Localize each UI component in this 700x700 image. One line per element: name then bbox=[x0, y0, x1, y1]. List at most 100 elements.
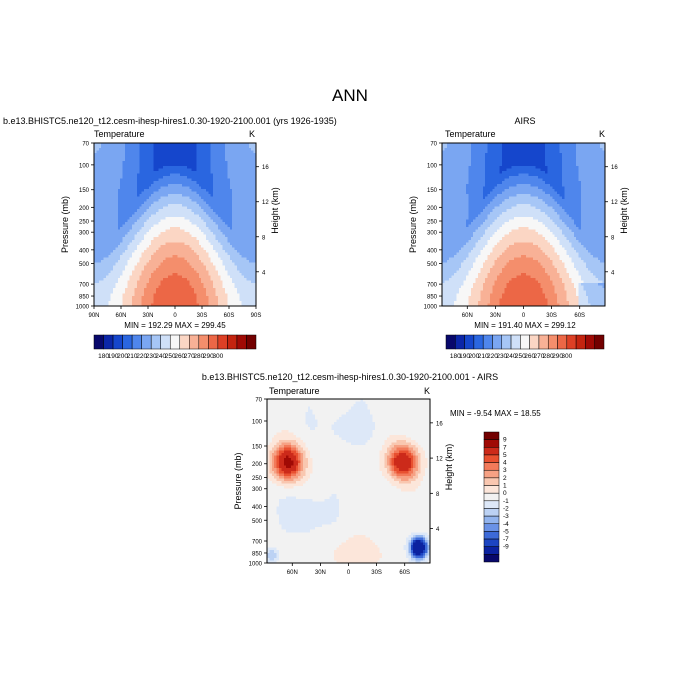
model-field-cell bbox=[253, 173, 257, 177]
model-field-cell bbox=[241, 204, 245, 208]
model-field-cell bbox=[203, 173, 207, 177]
panel-model-plot: 7010015020025030040050070085010001612849… bbox=[60, 142, 280, 320]
model-field-cell bbox=[103, 277, 107, 282]
model-field-cell bbox=[170, 150, 174, 154]
model-field-cell bbox=[115, 186, 119, 190]
model-field-cell bbox=[222, 191, 226, 195]
model-field-cell bbox=[217, 219, 221, 223]
model-field-cell bbox=[153, 275, 157, 279]
model-field-cell bbox=[189, 242, 193, 246]
obs-field-cell bbox=[518, 148, 522, 152]
model-field-cell bbox=[129, 168, 133, 172]
model-field-cell bbox=[248, 221, 252, 226]
model-field-cell bbox=[222, 206, 226, 210]
model-field-cell bbox=[210, 199, 214, 203]
model-field-cell bbox=[96, 260, 100, 264]
model-field-cell bbox=[151, 193, 155, 198]
model-field-cell bbox=[208, 216, 212, 221]
obs-field-cell bbox=[489, 155, 493, 159]
obs-field-cell bbox=[482, 158, 486, 162]
model-field-cell bbox=[141, 270, 145, 274]
model-field-cell bbox=[241, 265, 245, 269]
model-field-cell bbox=[108, 143, 112, 147]
model-field-cell bbox=[210, 160, 214, 164]
model-field-cell bbox=[248, 214, 252, 218]
model-field-cell bbox=[189, 209, 193, 213]
model-field-cell bbox=[146, 150, 150, 154]
model-field-cell bbox=[225, 252, 229, 256]
model-field-cell bbox=[170, 214, 174, 218]
model-field-cell bbox=[236, 270, 240, 274]
model-field-cell bbox=[222, 178, 226, 182]
model-field-cell bbox=[227, 300, 231, 305]
model-height-tick-label: 4 bbox=[262, 270, 266, 276]
model-field-cell bbox=[163, 173, 167, 177]
obs-field-cell bbox=[600, 150, 604, 154]
model-field-cell bbox=[136, 270, 140, 274]
model-lat-tick-label: 90S bbox=[251, 313, 262, 319]
obs-field-cell bbox=[564, 160, 568, 164]
obs-field-cell bbox=[537, 160, 541, 164]
model-field-cell bbox=[101, 163, 105, 167]
model-field-cell bbox=[251, 255, 255, 259]
model-field-cell bbox=[196, 155, 200, 159]
model-field-cell bbox=[136, 143, 140, 147]
model-field-cell bbox=[98, 257, 102, 261]
model-field-cell bbox=[177, 295, 181, 299]
obs-field-cell bbox=[494, 150, 498, 154]
obs-field-cell bbox=[540, 148, 544, 152]
obs-field-cell bbox=[557, 148, 561, 152]
model-field-cell bbox=[222, 193, 226, 198]
model-field-cell bbox=[248, 249, 252, 254]
model-field-cell bbox=[236, 158, 240, 162]
model-field-cell bbox=[127, 252, 131, 256]
model-field-cell bbox=[110, 186, 114, 190]
model-field-cell bbox=[146, 298, 150, 302]
model-field-cell bbox=[232, 148, 236, 152]
model-field-cell bbox=[134, 255, 138, 259]
model-field-cell bbox=[172, 270, 176, 274]
model-field-cell bbox=[236, 211, 240, 215]
model-field-cell bbox=[205, 221, 209, 226]
model-field-cell bbox=[184, 211, 188, 215]
colorbar-model-label: 250 bbox=[165, 353, 176, 360]
obs-field-cell bbox=[506, 145, 510, 149]
model-field-cell bbox=[136, 214, 140, 218]
model-field-cell bbox=[184, 303, 188, 307]
obs-field-cell bbox=[547, 155, 551, 159]
model-field-cell bbox=[239, 219, 243, 223]
model-field-cell bbox=[189, 153, 193, 157]
model-field-cell bbox=[186, 163, 190, 167]
model-field-cell bbox=[163, 275, 167, 279]
model-field-cell bbox=[217, 229, 221, 233]
obs-field-cell bbox=[566, 155, 570, 159]
model-field-cell bbox=[117, 280, 121, 284]
model-field-cell bbox=[210, 186, 214, 190]
obs-field-cell bbox=[482, 150, 486, 154]
model-field-cell bbox=[158, 178, 162, 182]
obs-field-cell bbox=[451, 155, 455, 159]
model-field-cell bbox=[232, 188, 236, 192]
model-field-cell bbox=[220, 155, 224, 159]
model-field-cell bbox=[184, 267, 188, 271]
model-field-cell bbox=[110, 267, 114, 271]
obs-field-cell bbox=[477, 155, 481, 159]
model-field-cell bbox=[170, 153, 174, 157]
model-field-cell bbox=[222, 181, 226, 185]
model-field-cell bbox=[251, 193, 255, 198]
model-field-cell bbox=[244, 239, 248, 243]
model-field-cell bbox=[101, 199, 105, 203]
model-field-cell bbox=[124, 193, 128, 198]
model-field-cell bbox=[239, 160, 243, 164]
model-field-cell bbox=[110, 204, 114, 208]
model-field-cell bbox=[191, 237, 195, 241]
model-field-cell bbox=[208, 193, 212, 198]
model-field-cell bbox=[184, 209, 188, 213]
model-field-cell bbox=[194, 280, 198, 284]
model-field-cell bbox=[201, 209, 205, 213]
model-field-cell bbox=[182, 244, 186, 249]
model-field-cell bbox=[160, 283, 164, 287]
model-field-cell bbox=[241, 163, 245, 167]
obs-field-cell bbox=[451, 153, 455, 157]
obs-field-cell bbox=[573, 145, 577, 149]
